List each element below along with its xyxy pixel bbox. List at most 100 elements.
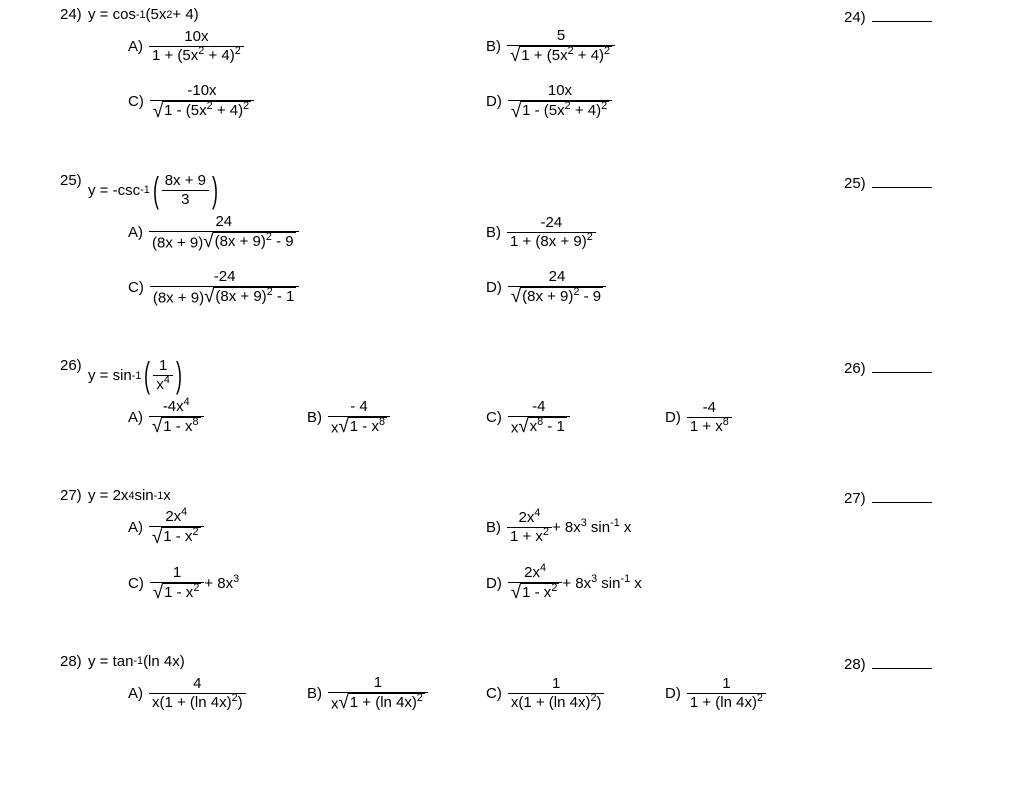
numerator: - 4 (328, 398, 390, 417)
question-28: 28) y = tan-1 (ln 4x) A) 4 x(1 + (ln 4x)… (60, 653, 964, 729)
choice-C: C) 1 x(1 + (ln 4x)2) (486, 674, 665, 713)
choice-label: C) (128, 575, 144, 592)
inner-fraction: 8x + 9 3 (162, 172, 209, 209)
numerator: 2x4 (508, 564, 563, 583)
choice-A: A) -4x4 √1 - x8 (128, 398, 307, 437)
denominator: (8x + 9)√(8x + 9)2 - 1 (150, 287, 300, 307)
denominator: (8x + 9)√(8x + 9)2 - 9 (149, 232, 299, 252)
prompt-text: y = -csc (88, 182, 140, 199)
question-number: 27) (60, 487, 88, 504)
question-prompt: y = 2x4 sin-1 x (88, 487, 171, 504)
choice-label: D) (486, 575, 502, 592)
fraction: -24 (8x + 9)√(8x + 9)2 - 1 (150, 268, 300, 307)
fraction: 2x4 1 + x2 (507, 509, 552, 546)
prompt-text: y = cos (88, 6, 136, 23)
choice-C: C) 1 √1 - x2 + 8x3 (128, 564, 486, 603)
choice-label: B) (486, 519, 501, 536)
choice-C: C) -10x √1 - (5x2 + 4)2 (128, 82, 486, 121)
choice-label: C) (128, 279, 144, 296)
question-24: 24) y = cos-1 (5x2 + 4) A) 10x 1 + (5x2 … (60, 6, 964, 138)
choice-B: B) - 4 x√1 - x8 (307, 398, 486, 437)
answer-slot: 25) (844, 172, 964, 192)
choice-D: D) 10x √1 - (5x2 + 4)2 (486, 82, 844, 121)
fraction: 24 √(8x + 9)2 - 9 (508, 268, 606, 307)
question-body: y = sin-1 ( 1 x4 ) A) -4x4 √1 - x8 B) (88, 357, 844, 453)
choice-B: B) 2x4 1 + x2 + 8x3 sin-1 x (486, 508, 844, 547)
question-prompt: y = tan-1 (ln 4x) (88, 653, 185, 670)
question-number: 26) (60, 357, 88, 374)
denominator: x(1 + (ln 4x)2) (508, 694, 605, 712)
question-prompt: y = -csc-1 ( 8x + 9 3 ) (88, 172, 221, 209)
answer-blank[interactable] (872, 172, 932, 188)
answer-blank[interactable] (872, 357, 932, 373)
choice-C: C) -24 (8x + 9)√(8x + 9)2 - 1 (128, 268, 486, 307)
answer-slot: 26) (844, 357, 964, 377)
denominator: x√x8 - 1 (508, 417, 570, 437)
numerator: 2x4 (149, 508, 204, 527)
choice-label: B) (486, 38, 501, 55)
tail: + 8x3 sin-1 x (562, 575, 641, 592)
answer-blank[interactable] (872, 6, 932, 22)
answer-slot: 24) (844, 6, 964, 26)
choice-label: D) (665, 409, 681, 426)
answer-blank[interactable] (872, 487, 932, 503)
choice-label: B) (307, 409, 322, 426)
choices: A) 2x4 √1 - x2 B) 2x4 1 + x2 + 8x3 sin-1… (88, 508, 844, 603)
choice-label: A) (128, 685, 143, 702)
answer-blank[interactable] (872, 653, 932, 669)
denominator: x√1 + (ln 4x)2 (328, 693, 428, 713)
choice-label: D) (486, 279, 502, 296)
answer-label: 27) (844, 490, 866, 507)
denominator: 1 + (ln 4x)2 (687, 694, 766, 712)
choice-label: B) (307, 685, 322, 702)
prompt-text: y = sin (88, 367, 132, 384)
choice-A: A) 4 x(1 + (ln 4x)2) (128, 674, 307, 713)
question-body: y = -csc-1 ( 8x + 9 3 ) A) 24 (8x + 9)√(… (88, 172, 844, 324)
fraction: -24 1 + (8x + 9)2 (507, 214, 596, 251)
prompt-text: y = tan (88, 653, 133, 670)
choice-label: D) (486, 93, 502, 110)
denominator: √1 + (5x2 + 4)2 (507, 46, 615, 66)
prompt-arg: (ln 4x) (143, 653, 185, 670)
denominator: 1 + x8 (687, 418, 732, 436)
denominator: 3 (162, 191, 209, 209)
denominator: √1 - x8 (149, 417, 204, 437)
choice-A: A) 10x 1 + (5x2 + 4)2 (128, 27, 486, 66)
numerator: 24 (149, 213, 299, 232)
answer-label: 26) (844, 360, 866, 377)
choices: A) -4x4 √1 - x8 B) - 4 x√1 - x8 C) (88, 398, 844, 437)
choices: A) 4 x(1 + (ln 4x)2) B) 1 x√1 + (ln 4x)2… (88, 674, 844, 713)
denominator: √1 - x2 (150, 583, 205, 603)
numerator: 10x (508, 82, 612, 101)
fraction: 10x √1 - (5x2 + 4)2 (508, 82, 612, 121)
choice-C: C) -4 x√x8 - 1 (486, 398, 665, 437)
numerator: -4x4 (149, 398, 204, 417)
inner-fraction: 1 x4 (153, 357, 173, 394)
denominator: 1 + (5x2 + 4)2 (149, 47, 244, 65)
answer-label: 28) (844, 656, 866, 673)
fraction: 5 √1 + (5x2 + 4)2 (507, 27, 615, 66)
choice-B: B) -24 1 + (8x + 9)2 (486, 213, 844, 252)
fraction: 1 1 + (ln 4x)2 (687, 675, 766, 712)
denominator: x4 (153, 376, 173, 394)
prompt-text: y = 2x (88, 487, 128, 504)
question-number: 24) (60, 6, 88, 23)
denominator: x(1 + (ln 4x)2) (149, 694, 246, 712)
answer-label: 24) (844, 9, 866, 26)
question-26: 26) y = sin-1 ( 1 x4 ) A) -4x4 √1 - x8 (60, 357, 964, 453)
fraction: 1 x(1 + (ln 4x)2) (508, 675, 605, 712)
question-27: 27) y = 2x4 sin-1 x A) 2x4 √1 - x2 B) (60, 487, 964, 619)
choice-D: D) 24 √(8x + 9)2 - 9 (486, 268, 844, 307)
question-body: y = cos-1 (5x2 + 4) A) 10x 1 + (5x2 + 4)… (88, 6, 844, 138)
denominator: √1 - x2 (508, 583, 563, 603)
numerator: -10x (150, 82, 254, 101)
choice-D: D) 1 1 + (ln 4x)2 (665, 674, 844, 713)
denominator: √1 - (5x2 + 4)2 (150, 101, 254, 121)
choice-B: B) 5 √1 + (5x2 + 4)2 (486, 27, 844, 66)
answer-label: 25) (844, 175, 866, 192)
choice-B: B) 1 x√1 + (ln 4x)2 (307, 674, 486, 713)
choice-A: A) 2x4 √1 - x2 (128, 508, 486, 547)
question-prompt: y = cos-1 (5x2 + 4) (88, 6, 199, 23)
denominator: √(8x + 9)2 - 9 (508, 287, 606, 307)
choice-A: A) 24 (8x + 9)√(8x + 9)2 - 9 (128, 213, 486, 252)
